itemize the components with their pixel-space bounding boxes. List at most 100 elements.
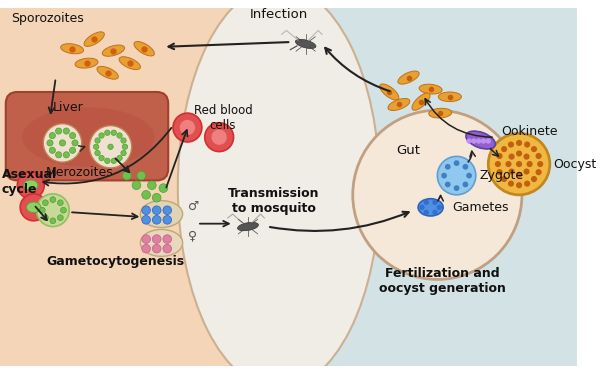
Text: Oocyst: Oocyst (554, 158, 597, 171)
Circle shape (163, 235, 172, 243)
Circle shape (142, 190, 151, 199)
Circle shape (536, 169, 542, 175)
Circle shape (445, 164, 451, 170)
Ellipse shape (238, 222, 259, 231)
Circle shape (163, 206, 172, 215)
Circle shape (132, 181, 141, 190)
Circle shape (111, 158, 116, 164)
Ellipse shape (439, 92, 461, 102)
Text: Red blood
cells: Red blood cells (194, 104, 253, 132)
Circle shape (142, 215, 151, 224)
Text: Gut: Gut (397, 144, 421, 157)
Circle shape (466, 173, 472, 179)
Circle shape (501, 146, 507, 152)
Circle shape (40, 207, 45, 213)
Circle shape (59, 140, 65, 146)
Circle shape (441, 173, 447, 179)
Circle shape (142, 235, 151, 243)
Circle shape (148, 181, 156, 190)
Circle shape (536, 153, 542, 159)
Circle shape (163, 244, 172, 253)
Text: Asexual
cycle: Asexual cycle (2, 168, 57, 196)
Circle shape (424, 200, 429, 205)
Circle shape (17, 172, 44, 199)
Circle shape (488, 133, 550, 195)
Ellipse shape (429, 108, 452, 118)
Ellipse shape (119, 57, 140, 70)
Circle shape (49, 132, 55, 139)
Circle shape (89, 126, 131, 168)
Circle shape (523, 154, 530, 160)
Circle shape (152, 193, 161, 202)
Circle shape (70, 147, 76, 153)
Circle shape (516, 140, 522, 146)
Circle shape (43, 215, 48, 221)
Circle shape (117, 155, 122, 161)
Text: Gametocytogenesis: Gametocytogenesis (46, 255, 184, 268)
Ellipse shape (26, 202, 41, 213)
Circle shape (516, 182, 522, 188)
Ellipse shape (466, 131, 495, 149)
Circle shape (49, 147, 55, 153)
Circle shape (496, 153, 503, 159)
Circle shape (445, 182, 451, 187)
Circle shape (111, 130, 116, 135)
Circle shape (180, 120, 195, 135)
Circle shape (121, 150, 126, 156)
Circle shape (163, 215, 172, 224)
Circle shape (61, 207, 67, 213)
Circle shape (476, 138, 481, 144)
Circle shape (152, 206, 161, 215)
Ellipse shape (140, 230, 182, 256)
Ellipse shape (97, 66, 118, 79)
Ellipse shape (412, 93, 430, 110)
Circle shape (122, 171, 131, 180)
Ellipse shape (23, 180, 38, 190)
Text: Merozoites: Merozoites (46, 166, 114, 179)
Circle shape (56, 128, 62, 134)
Circle shape (454, 185, 460, 191)
Text: ♂: ♂ (188, 200, 200, 213)
Circle shape (47, 140, 53, 146)
Circle shape (142, 206, 151, 215)
Circle shape (527, 161, 533, 167)
Circle shape (95, 138, 100, 143)
Circle shape (463, 182, 468, 187)
Circle shape (496, 169, 503, 175)
Ellipse shape (295, 39, 316, 48)
Circle shape (424, 210, 429, 215)
Circle shape (454, 160, 460, 166)
Circle shape (58, 215, 63, 221)
Circle shape (437, 205, 442, 210)
Circle shape (466, 138, 472, 144)
Circle shape (531, 146, 537, 152)
Ellipse shape (22, 108, 155, 167)
Ellipse shape (178, 0, 380, 372)
Ellipse shape (102, 45, 125, 56)
Circle shape (509, 169, 515, 174)
Circle shape (104, 130, 110, 135)
Circle shape (205, 123, 233, 151)
Circle shape (56, 152, 62, 158)
Circle shape (152, 235, 161, 243)
Ellipse shape (140, 201, 182, 228)
Circle shape (501, 176, 507, 182)
Circle shape (524, 141, 530, 148)
Circle shape (43, 200, 48, 206)
Circle shape (531, 176, 537, 182)
Circle shape (159, 184, 168, 192)
Ellipse shape (84, 32, 104, 46)
Text: Sporozoites: Sporozoites (11, 12, 84, 25)
Circle shape (508, 180, 514, 187)
Ellipse shape (75, 58, 98, 68)
Circle shape (95, 150, 100, 156)
Circle shape (508, 141, 514, 148)
Circle shape (353, 110, 522, 279)
Text: Ookinete: Ookinete (501, 125, 557, 138)
Circle shape (537, 161, 543, 167)
Circle shape (122, 144, 128, 150)
Circle shape (211, 129, 227, 145)
Circle shape (509, 154, 515, 160)
Text: Zygote: Zygote (479, 169, 524, 182)
FancyBboxPatch shape (6, 92, 168, 180)
